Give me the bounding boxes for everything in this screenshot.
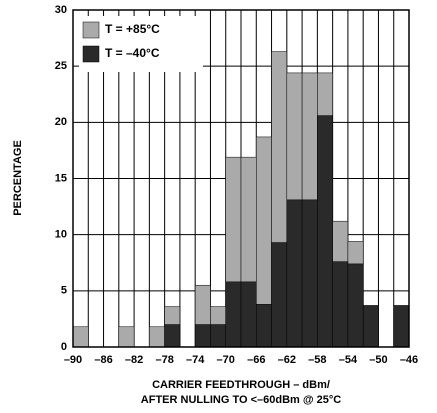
plot-frame [72, 9, 410, 348]
legend-box [79, 16, 203, 72]
x-tick-label: –70 [217, 354, 235, 366]
bar [72, 326, 89, 348]
bar [317, 115, 333, 348]
y-tick-label: 30 [55, 4, 67, 16]
bar [225, 281, 242, 348]
y-axis-label: PERCENTAGE [12, 140, 24, 216]
x-tick-label: –78 [155, 354, 173, 366]
x-tick-label: –46 [400, 354, 418, 366]
legend-swatch [82, 21, 100, 39]
legend-swatch [82, 45, 100, 63]
x-tick-label: –66 [247, 354, 265, 366]
bar [194, 324, 211, 348]
legend-label: T = –40°C [105, 46, 160, 60]
y-tick-label: 25 [55, 60, 67, 72]
legend-label: T = +85°C [105, 22, 160, 36]
x-axis-label: AFTER NULLING TO <–60dBm @ 25°C [141, 394, 341, 406]
x-tick-label: –58 [308, 354, 326, 366]
bar [286, 199, 303, 348]
x-tick-label: –90 [64, 354, 82, 366]
x-axis-label: CARRIER FEEDTHROUGH – dBm/ [152, 379, 330, 391]
bar [240, 281, 257, 348]
bar [347, 263, 364, 348]
bar [332, 261, 349, 348]
x-tick-label: –86 [94, 354, 112, 366]
bar [149, 326, 165, 348]
y-tick-label: 10 [55, 229, 67, 241]
x-tick-label: –54 [339, 354, 358, 366]
bar [164, 324, 181, 348]
bar [393, 305, 410, 348]
bar [256, 304, 272, 348]
x-tick-label: –82 [125, 354, 143, 366]
bar [362, 305, 379, 348]
bar [210, 324, 226, 348]
bar [118, 326, 135, 348]
y-tick-label: 5 [61, 285, 67, 297]
y-tick-label: 0 [61, 341, 67, 353]
x-tick-label: –74 [186, 354, 205, 366]
bar [301, 199, 318, 348]
y-tick-label: 20 [55, 116, 67, 128]
bar [271, 242, 288, 348]
x-tick-label: –62 [278, 354, 296, 366]
x-tick-label: –50 [369, 354, 387, 366]
y-tick-label: 15 [55, 172, 67, 184]
